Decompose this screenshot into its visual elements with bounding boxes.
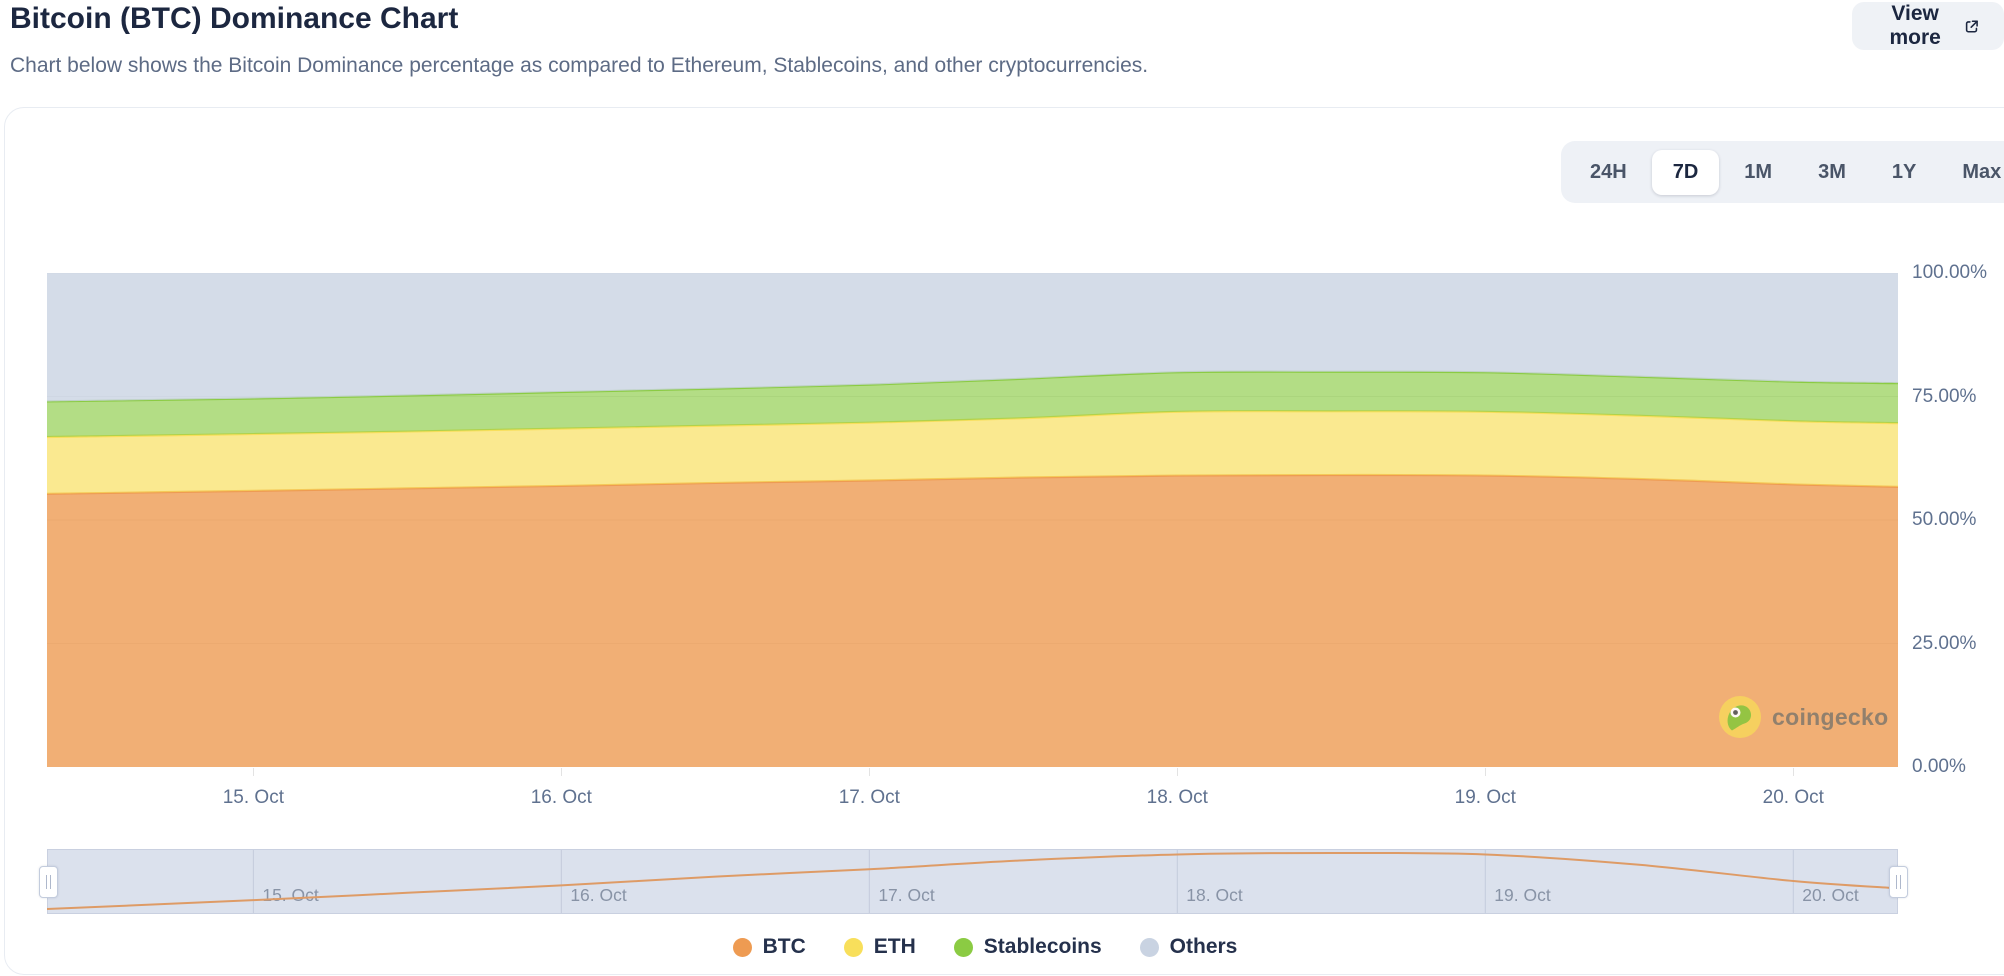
legend-label: Stablecoins bbox=[983, 935, 1102, 958]
x-axis-tick bbox=[1177, 768, 1179, 776]
legend-dot-stablecoins bbox=[953, 937, 973, 957]
y-axis-label: 100.00% bbox=[1912, 262, 1988, 283]
coingecko-watermark: coingecko bbox=[1719, 696, 1888, 738]
y-axis-label: 0.00% bbox=[1912, 756, 1966, 777]
range-button-1m[interactable]: 1M bbox=[1723, 150, 1793, 195]
view-more-label: View more bbox=[1889, 2, 1941, 49]
x-axis-label: 20. Oct bbox=[1762, 787, 1824, 808]
x-axis-tick bbox=[869, 768, 871, 776]
legend-item-stablecoins[interactable]: Stablecoins bbox=[953, 935, 1102, 959]
navigator-label: 18. Oct bbox=[1186, 885, 1243, 905]
y-axis-label: 25.00% bbox=[1912, 632, 1977, 654]
navigator-left-handle[interactable] bbox=[39, 866, 58, 898]
legend-dot-btc bbox=[732, 937, 752, 957]
navigator-label: 20. Oct bbox=[1802, 885, 1859, 905]
y-axis-label: 50.00% bbox=[1912, 509, 1977, 530]
range-button-3m[interactable]: 3M bbox=[1797, 150, 1867, 195]
range-button-24h[interactable]: 24H bbox=[1569, 150, 1648, 195]
navigator-line bbox=[47, 851, 1898, 910]
x-axis-tick bbox=[1485, 768, 1487, 776]
watermark-text: coingecko bbox=[1772, 703, 1889, 730]
legend-item-eth[interactable]: ETH bbox=[843, 935, 916, 959]
chart-card: 24H 7D 1M 3M 1Y Max 100.00% 75.00% 50.00% 25.00%… bbox=[4, 107, 2004, 975]
area-btc bbox=[47, 475, 1898, 767]
legend-label: Others bbox=[1169, 935, 1238, 958]
range-button-7d[interactable]: 7D bbox=[1651, 149, 1720, 195]
legend-label: BTC bbox=[762, 935, 806, 958]
x-axis-tick bbox=[561, 768, 563, 776]
chart-navigator[interactable]: 15. Oct 16. Oct 17. Oct 18. Oct 19. Oct 20. O… bbox=[47, 849, 1898, 914]
x-axis-label: 18. Oct bbox=[1146, 787, 1208, 808]
navigator-label: 17. Oct bbox=[878, 885, 935, 905]
dominance-area-chart[interactable] bbox=[47, 273, 1898, 767]
legend-label: ETH bbox=[873, 935, 916, 958]
y-axis-label: 75.00% bbox=[1912, 385, 1977, 407]
coingecko-logo-icon bbox=[1719, 696, 1761, 738]
area-others bbox=[47, 273, 1898, 402]
x-axis-tick bbox=[253, 768, 255, 776]
x-axis-tick bbox=[1793, 768, 1795, 776]
navigator-right-handle[interactable] bbox=[1889, 866, 1908, 898]
external-link-icon bbox=[1966, 19, 1979, 33]
range-selector: 24H 7D 1M 3M 1Y Max bbox=[1561, 141, 2004, 203]
legend-dot-others bbox=[1139, 937, 1159, 957]
x-axis-label: 17. Oct bbox=[838, 787, 900, 808]
x-axis-label: 16. Oct bbox=[530, 787, 592, 808]
legend-dot-eth bbox=[843, 937, 863, 957]
area-eth bbox=[47, 411, 1898, 494]
range-button-1y[interactable]: 1Y bbox=[1871, 150, 1937, 195]
legend-item-btc[interactable]: BTC bbox=[732, 935, 806, 959]
x-axis-label: 19. Oct bbox=[1454, 787, 1516, 808]
x-axis-label: 15. Oct bbox=[222, 787, 284, 808]
chart-legend: BTC ETH Stablecoins Others bbox=[5, 935, 1965, 959]
range-button-max[interactable]: Max bbox=[1941, 150, 2004, 195]
page-title: Bitcoin (BTC) Dominance Chart bbox=[10, 2, 459, 35]
navigator-label: 16. Oct bbox=[570, 885, 627, 905]
view-more-button[interactable]: View more bbox=[1852, 2, 2004, 50]
legend-item-others[interactable]: Others bbox=[1139, 935, 1238, 959]
navigator-label: 19. Oct bbox=[1494, 885, 1551, 905]
page-subtitle: Chart below shows the Bitcoin Dominance … bbox=[10, 54, 1149, 77]
navigator-label: 15. Oct bbox=[262, 885, 319, 905]
area-stablecoins bbox=[47, 371, 1898, 438]
